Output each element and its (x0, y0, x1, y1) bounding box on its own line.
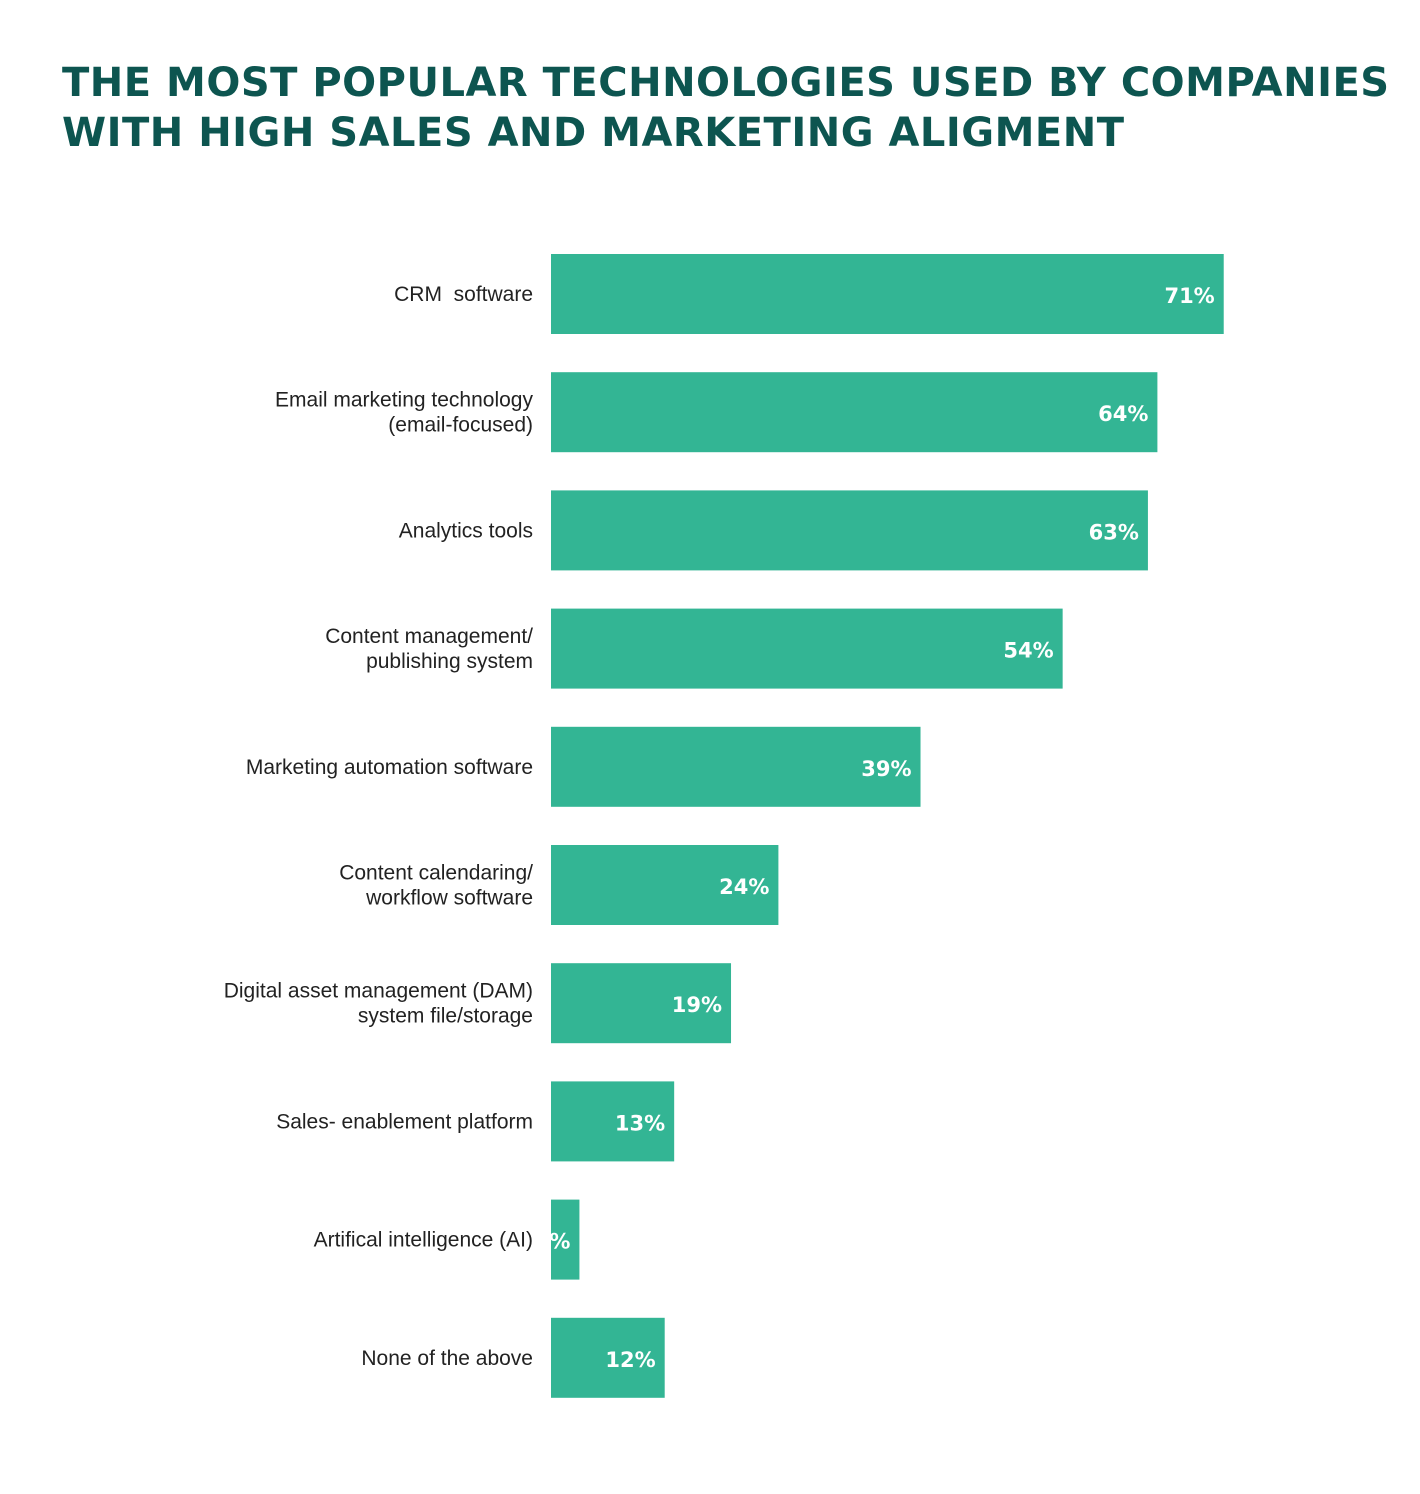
bar (551, 726, 921, 807)
value-label: 54% (1003, 639, 1053, 663)
bar (551, 608, 1063, 689)
bars-group (551, 254, 1224, 1398)
value-labels-group: 71% 64% 63% 54% 39% 24% 19% 13% 3% 12% (535, 284, 1215, 1372)
bar (551, 1199, 580, 1280)
value-label: 12% (605, 1348, 655, 1372)
category-label-line: Marketing automation software (246, 756, 533, 779)
bar (551, 963, 732, 1044)
value-label: 13% (615, 1111, 665, 1135)
category-label-line: publishing system (366, 650, 533, 673)
bar (551, 372, 1158, 453)
category-label: Sales- enablement platform (276, 1110, 533, 1133)
bar (551, 845, 779, 925)
category-label: Email marketing technology (email-focused… (275, 389, 533, 437)
category-label-line: Artifical intelligence (AI) (314, 1229, 533, 1252)
category-label: Content management/publishing system (325, 625, 533, 673)
chart-title: THE MOST POPULAR TECHNOLOGIES USED BY CO… (62, 60, 1390, 156)
category-label-line: Content management/ (325, 625, 533, 648)
value-label: 63% (1089, 520, 1139, 544)
category-label: Digital asset management (DAM) system fil… (224, 980, 533, 1028)
value-label: 3% (535, 1230, 571, 1254)
bar (551, 254, 1224, 334)
value-label: 71% (1164, 284, 1214, 308)
category-label: Content calendaring/workflow software (339, 862, 533, 910)
category-label: Analytics tools (399, 519, 533, 542)
category-label: Artifical intelligence (AI) (314, 1229, 533, 1252)
category-label-line: Email marketing technology (275, 389, 533, 412)
value-label: 64% (1098, 402, 1148, 426)
bar (551, 490, 1148, 571)
category-label-line: (email-focused) (388, 414, 533, 437)
category-label-line: None of the above (361, 1347, 533, 1370)
category-labels-group: CRM software Email marketing technology (e… (224, 283, 534, 1370)
bar (551, 1081, 675, 1162)
value-label: 39% (861, 757, 911, 781)
value-label: 19% (672, 993, 722, 1017)
value-label: 24% (719, 875, 769, 899)
category-label: Marketing automation software (246, 756, 533, 779)
category-label: None of the above (361, 1347, 533, 1370)
category-label-line: Sales- enablement platform (276, 1110, 533, 1133)
bar (551, 1317, 665, 1398)
category-label-line: Content calendaring/ (339, 862, 533, 885)
category-label-line: Digital asset management (DAM) (224, 980, 533, 1003)
category-label: CRM software (394, 283, 533, 306)
category-label-line: workflow software (365, 887, 533, 910)
category-label-line: Analytics tools (399, 519, 533, 542)
category-label-line: CRM software (394, 283, 533, 306)
category-label-line: system file/storage (358, 1005, 533, 1028)
